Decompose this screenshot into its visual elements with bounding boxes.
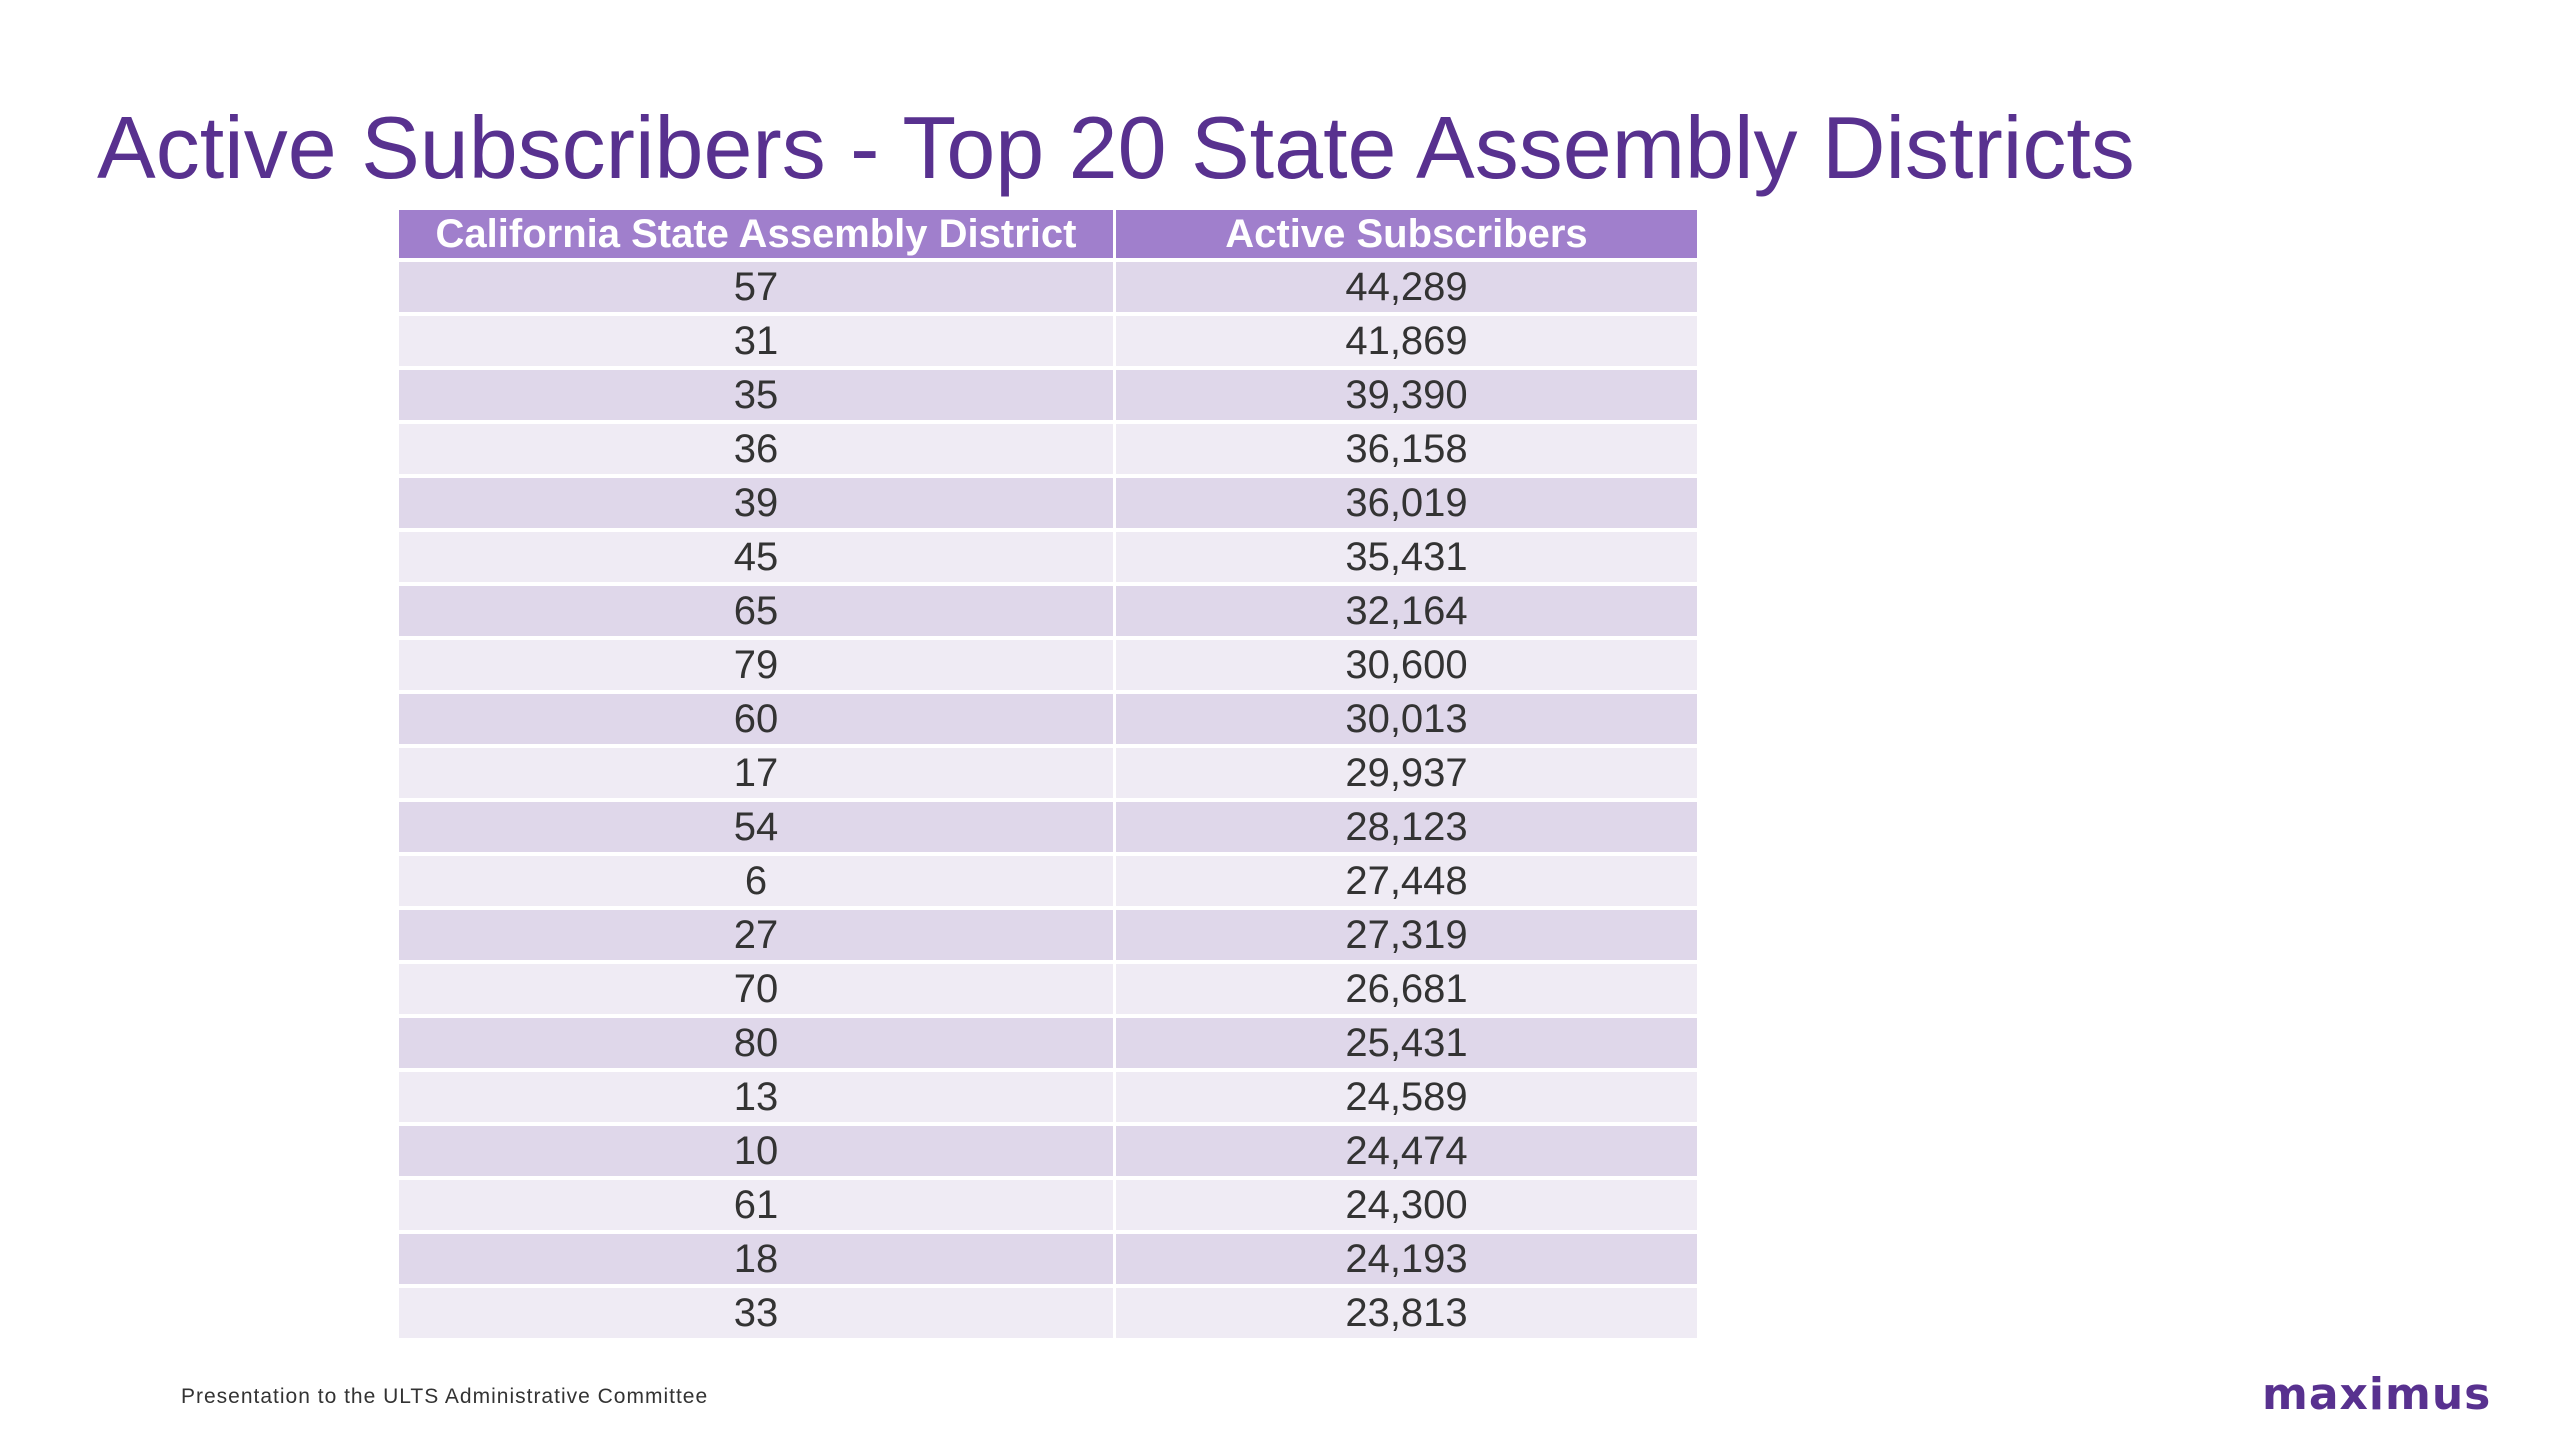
district-cell: 27 bbox=[399, 910, 1113, 964]
table-row: 80 25,431 bbox=[399, 1018, 1697, 1072]
district-cell: 54 bbox=[399, 802, 1113, 856]
footer-text: Presentation to the ULTS Administrative … bbox=[181, 1385, 709, 1408]
subscribers-cell: 26,681 bbox=[1113, 964, 1697, 1018]
subscribers-cell: 28,123 bbox=[1113, 802, 1697, 856]
subscribers-cell: 44,289 bbox=[1113, 262, 1697, 316]
table-row: 17 29,937 bbox=[399, 748, 1697, 802]
district-cell: 60 bbox=[399, 694, 1113, 748]
district-cell: 35 bbox=[399, 370, 1113, 424]
district-cell: 65 bbox=[399, 586, 1113, 640]
subscribers-table: California State Assembly District Activ… bbox=[399, 210, 1697, 1342]
district-cell: 79 bbox=[399, 640, 1113, 694]
table-row: 45 35,431 bbox=[399, 532, 1697, 586]
table-body: 57 44,289 31 41,869 35 39,390 36 36,158 39 36,019… bbox=[399, 262, 1697, 1342]
subscribers-cell: 27,319 bbox=[1113, 910, 1697, 964]
table-row: 10 24,474 bbox=[399, 1126, 1697, 1180]
table-row: 31 41,869 bbox=[399, 316, 1697, 370]
slide-title: Active Subscribers - Top 20 State Assemb… bbox=[97, 98, 2135, 197]
column-header-subscribers: Active Subscribers bbox=[1113, 210, 1697, 262]
district-cell: 6 bbox=[399, 856, 1113, 910]
table-row: 61 24,300 bbox=[399, 1180, 1697, 1234]
district-cell: 61 bbox=[399, 1180, 1113, 1234]
district-cell: 57 bbox=[399, 262, 1113, 316]
subscribers-cell: 24,474 bbox=[1113, 1126, 1697, 1180]
subscribers-cell: 29,937 bbox=[1113, 748, 1697, 802]
table-row: 6 27,448 bbox=[399, 856, 1697, 910]
table-row: 27 27,319 bbox=[399, 910, 1697, 964]
district-cell: 31 bbox=[399, 316, 1113, 370]
subscribers-cell: 27,448 bbox=[1113, 856, 1697, 910]
subscribers-cell: 24,193 bbox=[1113, 1234, 1697, 1288]
subscribers-cell: 41,869 bbox=[1113, 316, 1697, 370]
table-row: 18 24,193 bbox=[399, 1234, 1697, 1288]
district-cell: 33 bbox=[399, 1288, 1113, 1342]
subscribers-table-container: California State Assembly District Activ… bbox=[399, 210, 1697, 1342]
table-row: 70 26,681 bbox=[399, 964, 1697, 1018]
subscribers-cell: 24,300 bbox=[1113, 1180, 1697, 1234]
district-cell: 39 bbox=[399, 478, 1113, 532]
column-header-district: California State Assembly District bbox=[399, 210, 1113, 262]
subscribers-cell: 30,013 bbox=[1113, 694, 1697, 748]
table-row: 79 30,600 bbox=[399, 640, 1697, 694]
subscribers-cell: 36,019 bbox=[1113, 478, 1697, 532]
subscribers-cell: 25,431 bbox=[1113, 1018, 1697, 1072]
table-row: 33 23,813 bbox=[399, 1288, 1697, 1342]
table-header-row: California State Assembly District Activ… bbox=[399, 210, 1697, 262]
subscribers-cell: 36,158 bbox=[1113, 424, 1697, 478]
table-row: 36 36,158 bbox=[399, 424, 1697, 478]
district-cell: 36 bbox=[399, 424, 1113, 478]
district-cell: 80 bbox=[399, 1018, 1113, 1072]
district-cell: 70 bbox=[399, 964, 1113, 1018]
table-row: 57 44,289 bbox=[399, 262, 1697, 316]
subscribers-cell: 35,431 bbox=[1113, 532, 1697, 586]
district-cell: 13 bbox=[399, 1072, 1113, 1126]
table-row: 65 32,164 bbox=[399, 586, 1697, 640]
district-cell: 18 bbox=[399, 1234, 1113, 1288]
district-cell: 10 bbox=[399, 1126, 1113, 1180]
subscribers-cell: 32,164 bbox=[1113, 586, 1697, 640]
maximus-logo: maximus bbox=[2262, 1369, 2492, 1420]
subscribers-cell: 23,813 bbox=[1113, 1288, 1697, 1342]
table-row: 54 28,123 bbox=[399, 802, 1697, 856]
subscribers-cell: 24,589 bbox=[1113, 1072, 1697, 1126]
subscribers-cell: 30,600 bbox=[1113, 640, 1697, 694]
table-row: 13 24,589 bbox=[399, 1072, 1697, 1126]
subscribers-cell: 39,390 bbox=[1113, 370, 1697, 424]
table-row: 39 36,019 bbox=[399, 478, 1697, 532]
district-cell: 45 bbox=[399, 532, 1113, 586]
district-cell: 17 bbox=[399, 748, 1113, 802]
table-row: 60 30,013 bbox=[399, 694, 1697, 748]
table-row: 35 39,390 bbox=[399, 370, 1697, 424]
